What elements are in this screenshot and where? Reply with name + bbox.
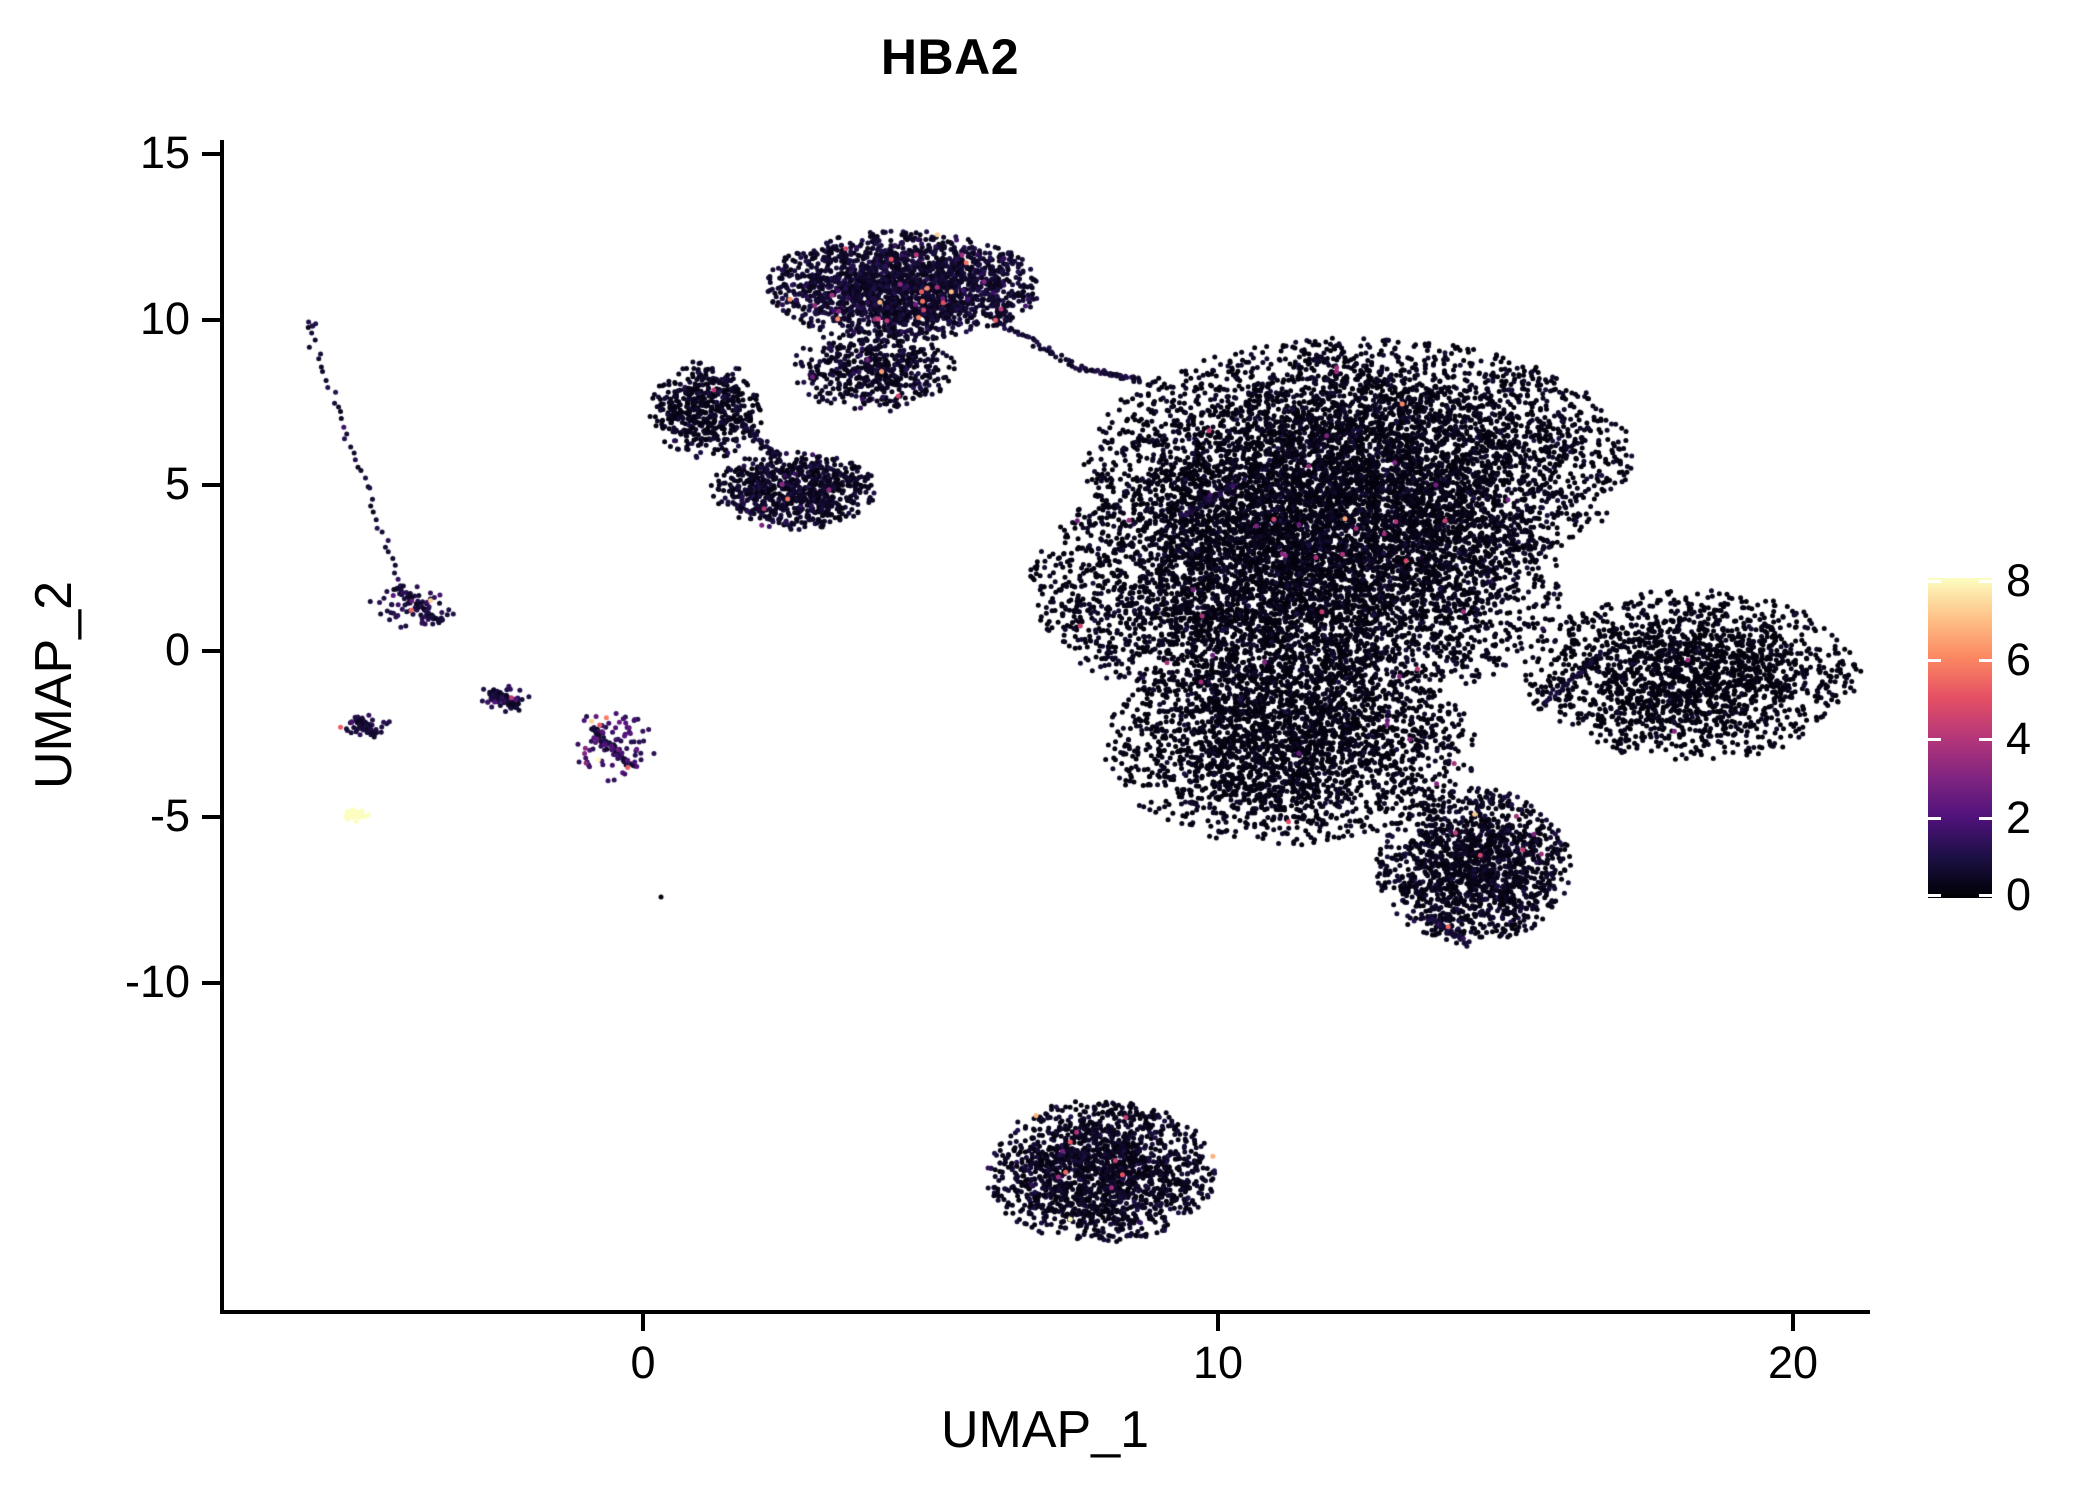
colorbar-tick-8-right: [1979, 580, 1992, 583]
colorbar-tick-0-left: [1928, 894, 1941, 897]
colorbar-label-6: 6: [2006, 634, 2032, 685]
colorbar-tick-2-left: [1928, 817, 1941, 820]
y-tick-minus5: [202, 815, 220, 819]
colorbar-tick-4-right: [1979, 738, 1992, 741]
y-ticklabel-minus10: -10: [124, 956, 190, 1007]
y-ticklabel-minus5: -5: [149, 790, 190, 841]
y-axis-label: UMAP_2: [25, 580, 83, 790]
plot-panel: [222, 140, 1870, 1312]
x-tick-20: [1791, 1313, 1795, 1331]
colorbar-label-4: 4: [2006, 713, 2032, 764]
colorbar-tick-8-left: [1928, 580, 1941, 583]
scatter-canvas: [222, 140, 1870, 1312]
x-ticklabel-0: 0: [630, 1337, 656, 1388]
colorbar-tick-4-left: [1928, 738, 1941, 741]
colorbar-label-0: 0: [2006, 869, 2032, 920]
colorbar-label-8: 8: [2006, 555, 2032, 606]
colorbar-label-2: 2: [2006, 792, 2032, 843]
colorbar-legend: 8 6 4 2 0: [1928, 558, 2031, 917]
y-tick-15: [202, 152, 220, 156]
colorbar-tick-6-left: [1928, 659, 1941, 662]
y-axis-line: [220, 140, 224, 1312]
x-tick-10: [1216, 1313, 1220, 1331]
y-tick-0: [202, 649, 220, 653]
y-tick-minus10: [202, 981, 220, 985]
colorbar-tick-2-right: [1979, 817, 1992, 820]
y-ticklabel-5: 5: [164, 458, 190, 509]
colorbar-tick-6-right: [1979, 659, 1992, 662]
y-ticklabel-10: 10: [139, 293, 190, 344]
y-tick-5: [202, 483, 220, 487]
x-ticklabel-20: 20: [1767, 1337, 1819, 1388]
y-tick-10: [202, 318, 220, 322]
x-axis-line: [220, 1310, 1870, 1314]
colorbar-tick-0-right: [1979, 894, 1992, 897]
x-ticklabel-10: 10: [1192, 1337, 1244, 1388]
y-ticklabel-15: 15: [139, 127, 190, 178]
y-ticklabel-0: 0: [164, 624, 190, 675]
page-title: HBA2: [880, 29, 1020, 85]
x-tick-0: [641, 1313, 645, 1331]
x-axis-label: UMAP_1: [940, 1401, 1150, 1459]
